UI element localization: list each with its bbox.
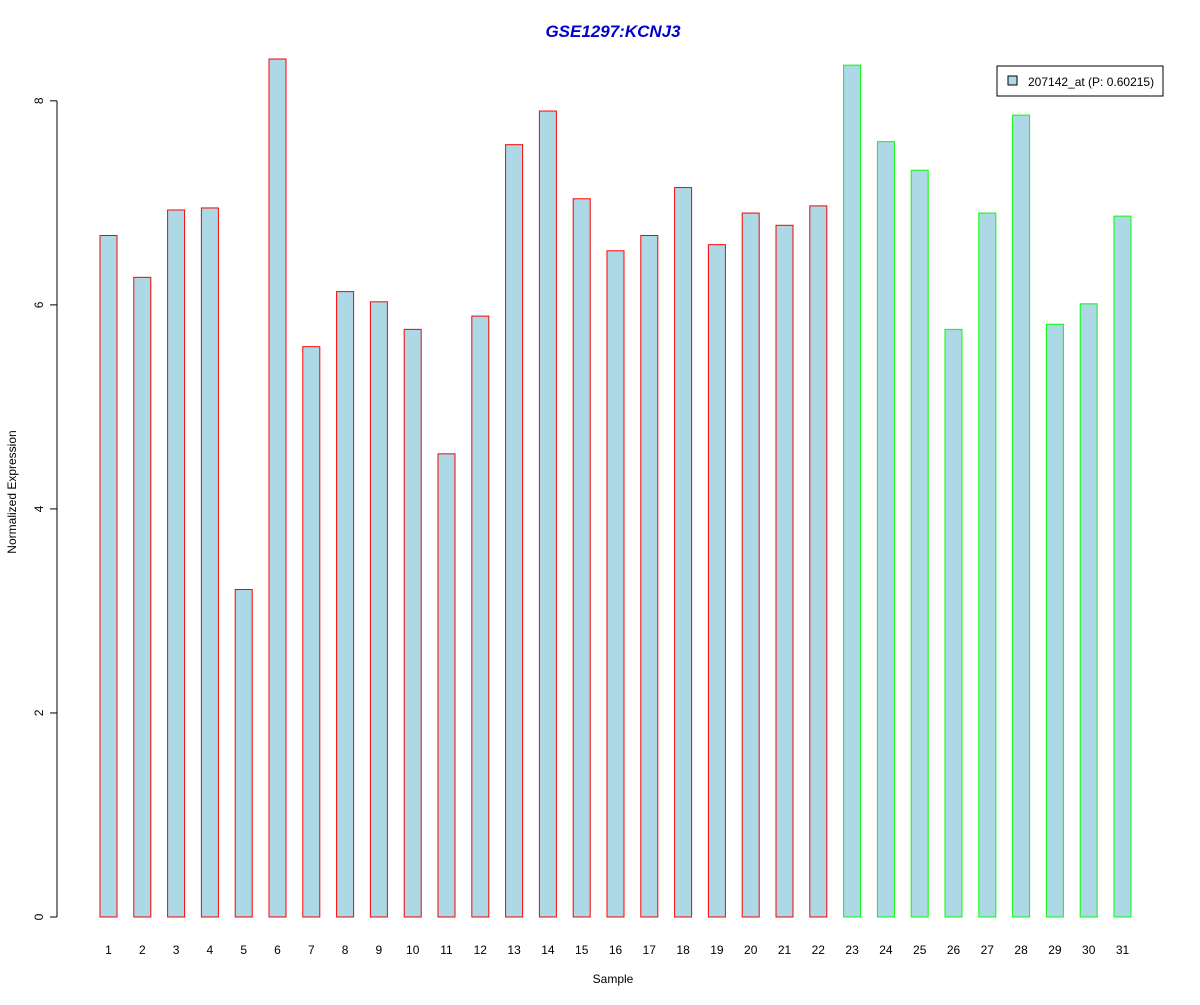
bar	[944, 328, 963, 918]
x-tick-label: 9	[376, 943, 383, 957]
x-axis-label: Sample	[593, 972, 634, 986]
x-tick-label: 28	[1014, 943, 1028, 957]
bar	[910, 169, 929, 918]
legend-box	[996, 65, 1164, 97]
x-tick-label: 5	[240, 943, 247, 957]
bar	[268, 58, 287, 918]
x-axis: 1 2 3 4 5 6 7 8 9 10 11 12 13 14 15 16 17 18 19 20 21 22 23 24 2…	[105, 943, 1129, 957]
x-tick-label: 3	[173, 943, 180, 957]
x-tick-label: 6	[274, 943, 281, 957]
x-tick-label: 22	[812, 943, 826, 957]
bars	[99, 58, 1132, 918]
bar	[775, 224, 794, 918]
x-tick-label: 31	[1116, 943, 1130, 957]
legend: 207142_at (P: 0.60215)	[996, 65, 1164, 97]
bar	[1079, 303, 1098, 918]
bar	[336, 291, 355, 918]
x-tick-label: 26	[947, 943, 961, 957]
bar	[369, 301, 388, 918]
bar	[606, 250, 625, 918]
bar	[403, 328, 422, 918]
chart-title: GSE1297:KCNJ3	[545, 22, 681, 41]
bar	[707, 244, 726, 918]
y-tick-label: 8	[32, 97, 46, 104]
y-axis: 0 2 4 6 8	[32, 97, 58, 920]
x-tick-label: 17	[643, 943, 657, 957]
bar	[572, 198, 591, 918]
x-tick-label: 27	[981, 943, 995, 957]
y-axis-label: Normalized Expression	[5, 430, 19, 553]
x-tick-label: 24	[879, 943, 893, 957]
x-tick-label: 1	[105, 943, 112, 957]
x-tick-label: 11	[440, 943, 453, 957]
bar	[843, 64, 862, 918]
bar	[302, 346, 321, 918]
x-tick-label: 7	[308, 943, 315, 957]
x-tick-label: 19	[710, 943, 724, 957]
bar	[741, 212, 760, 918]
x-tick-label: 10	[406, 943, 420, 957]
x-tick-label: 25	[913, 943, 927, 957]
x-tick-label: 29	[1048, 943, 1062, 957]
legend-swatch	[1007, 75, 1018, 86]
bar	[978, 212, 997, 918]
x-tick-label: 15	[575, 943, 589, 957]
x-tick-label: 14	[541, 943, 555, 957]
y-tick-label: 6	[32, 301, 46, 308]
y-tick-label: 4	[32, 505, 46, 512]
bar	[99, 234, 118, 918]
y-tick-label: 2	[32, 709, 46, 716]
legend-label: 207142_at (P: 0.60215)	[1028, 75, 1154, 89]
x-tick-label: 2	[139, 943, 146, 957]
bar	[505, 144, 524, 918]
bar	[1045, 323, 1064, 918]
x-tick-label: 8	[342, 943, 349, 957]
x-tick-label: 30	[1082, 943, 1096, 957]
bar	[538, 110, 557, 918]
x-tick-label: 12	[474, 943, 488, 957]
bar	[1012, 114, 1031, 918]
bar	[876, 141, 895, 918]
x-tick-label: 21	[778, 943, 792, 957]
bar	[674, 187, 693, 918]
bar	[437, 453, 456, 918]
x-tick-label: 13	[507, 943, 521, 957]
x-tick-label: 18	[676, 943, 690, 957]
bar	[234, 589, 253, 918]
y-tick-label: 0	[32, 913, 46, 920]
bar	[1113, 215, 1132, 918]
bar	[133, 276, 152, 918]
x-tick-label: 4	[207, 943, 214, 957]
bar	[809, 205, 828, 918]
x-tick-label: 16	[609, 943, 623, 957]
bar	[167, 209, 186, 918]
bar	[471, 315, 490, 918]
bar	[640, 234, 659, 918]
x-tick-label: 20	[744, 943, 758, 957]
bar	[200, 207, 219, 918]
x-tick-label: 23	[845, 943, 859, 957]
